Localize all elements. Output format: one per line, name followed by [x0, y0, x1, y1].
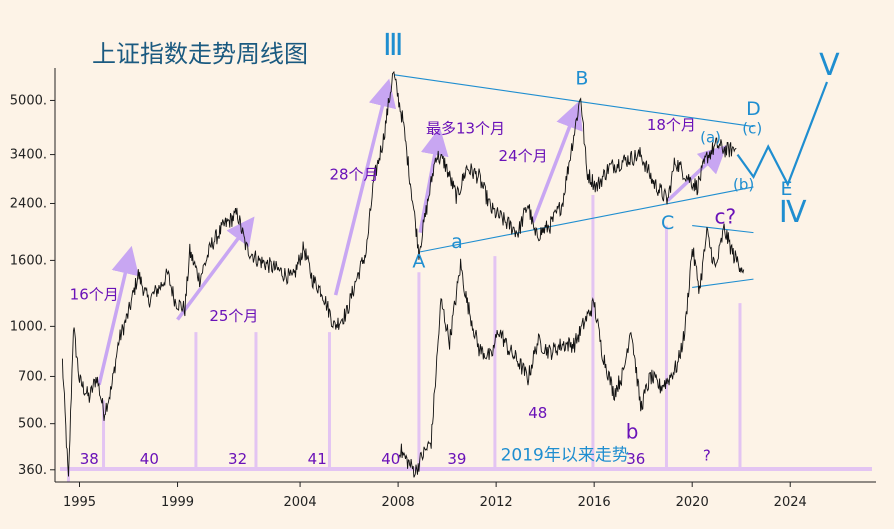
duration-arrow	[176, 216, 255, 321]
annotation-label: a	[451, 231, 463, 253]
annotation-label: ?	[703, 446, 711, 464]
y-tick-label: 1600.	[10, 253, 47, 268]
axes	[54, 68, 876, 483]
x-ticks: 1995 1999 2004 2008 2012 2016 2020 2024	[63, 482, 807, 510]
annotation-label: 18个月	[647, 116, 696, 134]
annotation-label: Ⅴ	[819, 48, 840, 83]
annotation-label: A	[412, 251, 425, 273]
x-tick-label: 1999	[161, 495, 194, 510]
annotation-label: 32	[228, 450, 247, 468]
annotation-label: 40	[381, 450, 400, 468]
wave-projection	[736, 81, 829, 188]
y-tick-label: 1000.	[10, 319, 47, 334]
duration-arrow	[531, 100, 583, 223]
x-tick-label: 2008	[382, 495, 415, 510]
annotation-label: Ⅳ	[779, 195, 807, 230]
duration-arrow	[418, 127, 449, 233]
annotation-label: Ⅲ	[383, 28, 404, 63]
y-tick-label: 2400.	[10, 196, 47, 211]
annotation-label: 48	[528, 404, 547, 422]
annotation-label: 25个月	[209, 307, 258, 325]
annotation-label: (a)	[700, 129, 721, 147]
annotation-label: 最多13个月	[426, 120, 505, 138]
y-tick-label: 3400.	[10, 148, 47, 163]
x-tick-label: 2016	[578, 495, 611, 510]
annotation-label: 41	[308, 450, 327, 468]
x-tick-label: 2024	[774, 495, 807, 510]
y-ticks: 5000. 3400. 2400. 1600. 1000. 700. 500. 360.	[10, 93, 55, 478]
duration-arrow	[666, 145, 727, 202]
trendline	[420, 186, 754, 253]
annotation-label: 2019年以来走势	[501, 445, 629, 465]
trendline	[394, 74, 754, 128]
trendline	[692, 278, 754, 288]
duration-arrows	[97, 78, 727, 386]
duration-arrow	[333, 78, 397, 296]
y-tick-label: 700.	[18, 369, 47, 384]
annotations: Ⅲ Aa B C c? b (a) D(c) (b) EⅣ Ⅴ 16个月 25个月 28个月 最多13个月 2…	[70, 28, 841, 468]
annotation-label: E	[781, 178, 793, 200]
annotation-label: B	[575, 68, 588, 90]
annotation-label: (c)	[742, 120, 762, 138]
annotation-label: (b)	[733, 176, 754, 194]
price-line	[398, 223, 745, 478]
x-tick-label: 2012	[480, 495, 513, 510]
y-tick-label: 360.	[18, 463, 47, 478]
x-tick-label: 2004	[284, 495, 317, 510]
annotation-label: 28个月	[329, 165, 378, 183]
annotation-label: 24个月	[499, 147, 548, 165]
chart-title: 上证指数走势周线图	[92, 40, 308, 68]
price-line	[61, 70, 737, 477]
period-bars	[60, 194, 872, 482]
duration-arrow	[97, 245, 139, 386]
x-tick-label: 2020	[676, 495, 709, 510]
annotation-label: C	[661, 212, 674, 234]
annotation-label: 40	[140, 450, 159, 468]
annotation-label: c?	[714, 205, 736, 229]
x-tick-label: 1995	[63, 495, 96, 510]
annotation-label: D	[746, 98, 761, 120]
projection-line	[736, 81, 829, 188]
trendlines	[394, 74, 754, 288]
annotation-label: 16个月	[70, 286, 119, 304]
annotation-label: 36	[626, 450, 645, 468]
price-series	[61, 70, 745, 478]
y-tick-label: 500.	[18, 417, 47, 432]
annotation-label: 38	[80, 450, 99, 468]
y-tick-label: 5000.	[10, 93, 47, 108]
annotation-label: b	[626, 419, 639, 443]
annotation-label: 39	[447, 450, 466, 468]
